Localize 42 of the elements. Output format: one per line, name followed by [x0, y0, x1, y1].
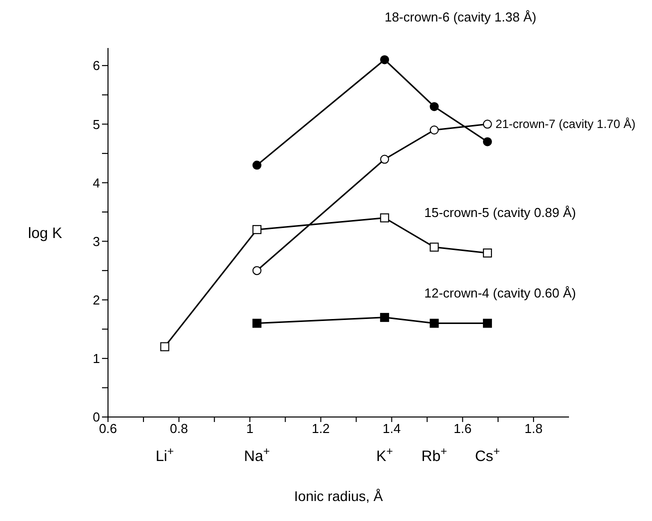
text: Li$^{+}$	[156, 446, 174, 465]
point	[430, 242, 439, 252]
y-tick-label: 0	[92, 410, 100, 425]
y-tick-label: 4	[92, 175, 100, 190]
point	[252, 225, 262, 234]
point	[482, 120, 492, 129]
point	[380, 312, 390, 322]
point	[252, 318, 262, 328]
series-label: 12-crown-4 (cavity 0.60 Å)	[424, 285, 576, 300]
point	[482, 318, 492, 328]
point	[482, 137, 492, 146]
point	[482, 248, 492, 258]
series-label: 15-crown-5 (cavity 0.89 Å)	[424, 205, 576, 220]
y-axis-title: log K	[28, 224, 62, 242]
point	[252, 266, 262, 276]
y-tick-label: 2	[92, 292, 100, 308]
x-tick-label: 1.8	[524, 421, 543, 436]
y-tick-label: 6	[92, 58, 100, 74]
x-tick-label: 1.4	[382, 421, 401, 436]
y-tick-label: 1	[92, 351, 100, 366]
point	[160, 342, 170, 352]
text: 18-crown-6 (cavity 1.38 Å)	[384, 10, 536, 25]
point	[380, 55, 390, 64]
text: Rb$^{+}$	[421, 446, 448, 465]
x-tick-label: 0.6	[98, 421, 118, 436]
text: Na$^{+}$	[244, 446, 270, 465]
point	[380, 213, 390, 222]
point	[430, 126, 439, 134]
y-tick-label: 3	[92, 234, 100, 249]
x-tick-label: 1.6	[454, 421, 472, 436]
x-axis-title: Ionic radius, Å	[294, 488, 384, 504]
x-tick-label: 1	[246, 421, 254, 436]
x-tick-label: 0.8	[170, 421, 188, 436]
point	[430, 102, 439, 112]
point	[430, 318, 439, 328]
x-tick-label: 1.2	[312, 421, 330, 436]
point	[252, 160, 262, 170]
series-label: 21-crown-7 (cavity 1.70 Å)	[495, 117, 636, 132]
text: K$^{+}$	[376, 446, 394, 465]
y-tick-label: 5	[92, 116, 100, 132]
text: Cs$^{+}$	[474, 446, 500, 465]
point	[380, 154, 390, 164]
